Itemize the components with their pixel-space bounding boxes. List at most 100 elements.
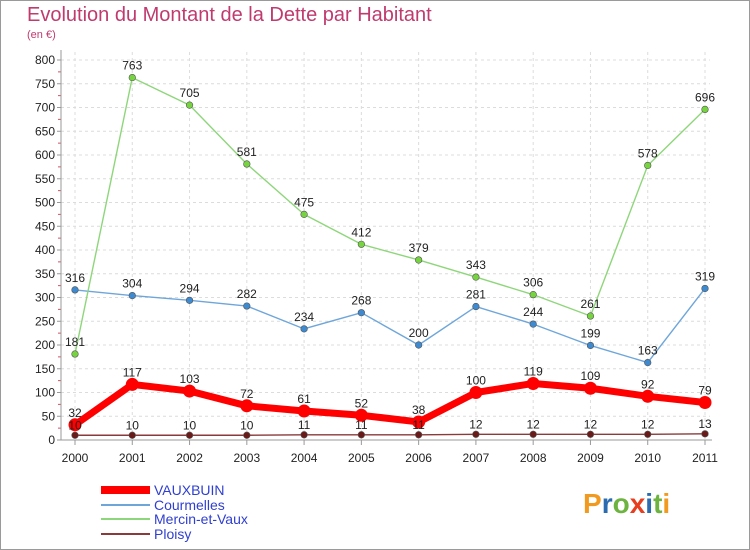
x-tick-label: 2006 [405, 451, 432, 465]
series-lines [68, 73, 712, 439]
y-tick-label: 350 [35, 267, 55, 281]
data-point-vauxbuin [698, 395, 712, 409]
proxiti-logo: Proxiti [583, 488, 671, 519]
data-point-ploisy [644, 430, 652, 438]
data-label-vauxbuin: 109 [580, 369, 600, 383]
data-point-courmelles [128, 292, 136, 300]
data-point-vauxbuin [583, 381, 597, 395]
data-label-courmelles: 316 [65, 271, 85, 285]
data-label-ploisy: 11 [298, 418, 311, 432]
data-point-mercin-et-vaux [701, 105, 709, 113]
data-label-vauxbuin: 72 [240, 387, 254, 401]
data-point-mercin-et-vaux [357, 240, 365, 248]
y-tick-label: 200 [35, 338, 55, 352]
data-point-ploisy [357, 431, 365, 439]
data-point-ploisy [586, 430, 595, 438]
data-point-mercin-et-vaux [415, 256, 423, 264]
data-point-ploisy [472, 430, 480, 438]
x-tick-label: 2009 [577, 451, 604, 465]
data-point-mercin-et-vaux [586, 312, 595, 320]
data-point-mercin-et-vaux [644, 161, 652, 170]
data-label-courmelles: 281 [466, 288, 486, 302]
data-point-courmelles [243, 302, 251, 310]
x-tick-label: 2005 [348, 451, 375, 465]
data-label-vauxbuin: 117 [123, 365, 142, 379]
data-point-courmelles [529, 320, 537, 328]
data-point-mercin-et-vaux [529, 291, 537, 299]
data-label-ploisy: 10 [240, 418, 254, 432]
data-point-ploisy [243, 431, 251, 439]
y-tick-label: 550 [35, 172, 55, 186]
y-tick-label: 700 [35, 101, 55, 115]
data-label-mercin-et-vaux: 705 [180, 86, 200, 100]
y-tick-label: 400 [35, 243, 55, 257]
y-tick-label: 600 [35, 148, 55, 162]
data-point-courmelles [701, 284, 709, 293]
data-label-mercin-et-vaux: 581 [237, 145, 257, 159]
data-label-mercin-et-vaux: 379 [409, 241, 429, 255]
x-tick-label: 2004 [291, 451, 318, 465]
data-point-vauxbuin [297, 404, 311, 418]
data-label-ploisy: 11 [412, 418, 425, 432]
series-line-ploisy [75, 433, 706, 436]
chart-subtitle: (en €) [27, 29, 56, 41]
y-tick-label: 300 [35, 291, 55, 305]
data-label-vauxbuin: 52 [355, 396, 369, 410]
data-point-vauxbuin [412, 415, 426, 429]
data-label-mercin-et-vaux: 475 [294, 195, 314, 209]
data-label-mercin-et-vaux: 261 [580, 297, 600, 311]
x-tick-label: 2011 [692, 451, 718, 465]
data-label-courmelles: 294 [180, 281, 200, 295]
x-tick-label: 2000 [62, 451, 89, 465]
y-tick-label: 650 [35, 124, 55, 138]
data-label-vauxbuin: 79 [698, 383, 712, 397]
grid-lines [61, 52, 710, 441]
data-label-courmelles: 268 [351, 294, 371, 308]
data-label-vauxbuin: 100 [466, 374, 486, 388]
data-label-courmelles: 234 [294, 310, 314, 324]
data-point-mercin-et-vaux [243, 160, 251, 168]
x-tick-label: 2008 [520, 451, 547, 465]
y-tick-label: 50 [42, 409, 56, 423]
series-line-vauxbuin [72, 379, 706, 428]
x-tick-label: 2010 [634, 451, 661, 465]
data-label-mercin-et-vaux: 578 [638, 146, 658, 160]
data-label-courmelles: 304 [122, 277, 142, 291]
legend-label-courmelles: Courmelles [154, 497, 225, 513]
data-label-ploisy: 13 [698, 417, 712, 431]
x-tick-label: 2007 [463, 451, 490, 465]
data-label-mercin-et-vaux: 181 [65, 335, 85, 349]
legend-label-mercin-et-vaux: Mercin-et-Vaux [154, 511, 248, 527]
y-tick-label: 800 [35, 53, 55, 67]
data-point-vauxbuin [125, 377, 139, 391]
data-label-ploisy: 10 [126, 418, 140, 432]
data-label-courmelles: 319 [695, 269, 715, 283]
data-point-mercin-et-vaux [185, 101, 194, 109]
data-point-ploisy [415, 431, 423, 439]
legend-label-ploisy: Ploisy [154, 526, 191, 542]
y-tick-label: 0 [48, 433, 55, 447]
data-label-courmelles: 282 [237, 287, 257, 301]
data-point-mercin-et-vaux [300, 210, 308, 218]
data-point-vauxbuin [183, 384, 197, 398]
data-point-vauxbuin [354, 408, 368, 422]
y-tick-label: 150 [35, 362, 55, 376]
axes: 0 50 100 150 200 250 300 350 400 450 500 550 600 650 7… [35, 50, 718, 465]
data-point-courmelles [300, 325, 308, 333]
data-label-ploisy: 10 [183, 418, 197, 432]
data-label-ploisy: 11 [355, 418, 368, 432]
data-label-courmelles: 199 [580, 326, 600, 340]
data-point-ploisy [128, 431, 136, 439]
data-label-ploisy: 12 [527, 417, 541, 431]
data-label-ploisy: 12 [469, 417, 483, 431]
y-tick-label: 250 [35, 314, 55, 328]
data-point-vauxbuin [68, 418, 82, 432]
data-point-vauxbuin [469, 386, 483, 399]
data-point-courmelles [71, 286, 79, 294]
data-point-vauxbuin [526, 376, 540, 390]
y-tick-label: 500 [35, 196, 55, 210]
y-tick-label: 100 [35, 386, 55, 400]
y-tick-label: 750 [35, 77, 55, 91]
